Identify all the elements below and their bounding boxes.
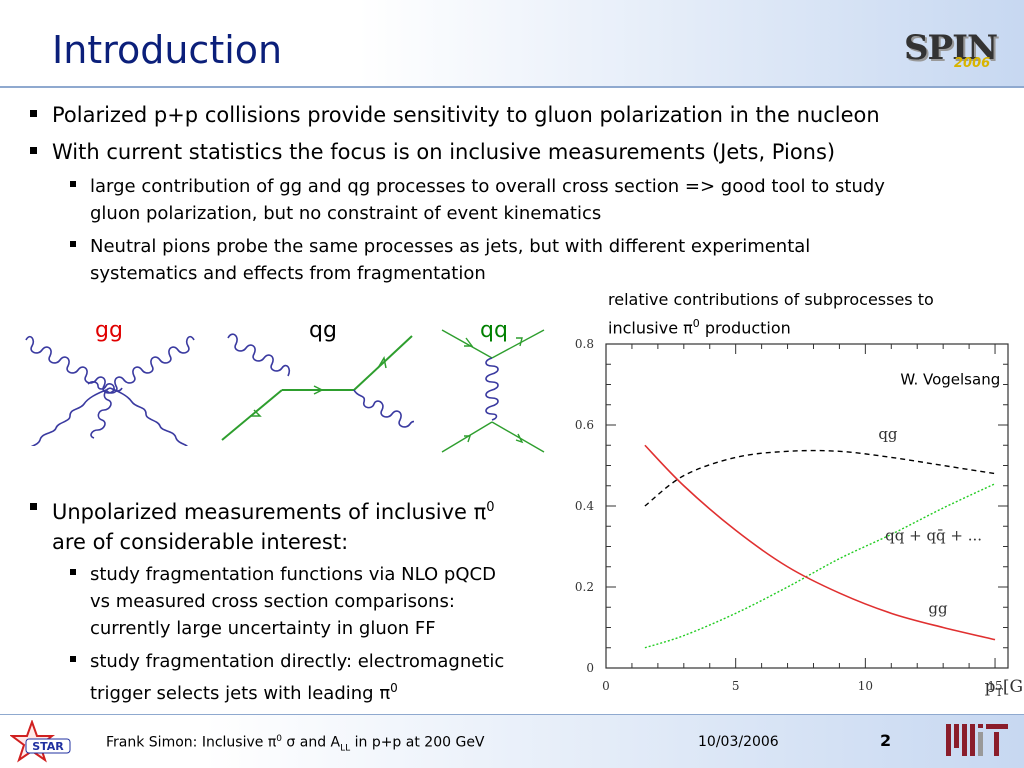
series-line-gg xyxy=(644,444,996,641)
x-axis-label-sub: T xyxy=(996,686,1004,699)
plot-frame xyxy=(605,343,1009,669)
mit-logo xyxy=(946,724,1008,756)
title-divider xyxy=(0,86,1024,88)
bullet-text: Unpolarized measurements of inclusive π xyxy=(52,500,487,524)
sub-bullet-line: gluon polarization, but no constraint of… xyxy=(90,203,602,224)
y-tick-label: 0.8 xyxy=(575,337,594,351)
footer-date: 10/03/2006 xyxy=(698,734,779,750)
footer-text: in p+p at 200 GeV xyxy=(350,734,485,751)
series-label-qq: qq + qq̄ + ... xyxy=(885,526,982,544)
y-tick-label: 0.6 xyxy=(575,418,594,432)
sub-bullet-line: systematics and effects from fragmentati… xyxy=(90,263,486,284)
logo-spin-text: SPIN xyxy=(904,28,998,68)
pi-superscript: 0 xyxy=(276,734,282,744)
x-axis-label-p: p xyxy=(985,677,996,697)
footer-text: σ and A xyxy=(281,734,341,751)
bullet-square-icon xyxy=(70,181,76,187)
chart-caption: relative contributions of subprocesses t… xyxy=(608,288,988,340)
qq-feynman-diagram xyxy=(441,329,545,453)
caption-line: relative contributions of subprocesses t… xyxy=(608,290,934,309)
sub-bullet-line: large contribution of gg and qg processe… xyxy=(90,176,885,197)
bullet-text-line: Unpolarized measurements of inclusive π0 xyxy=(52,494,495,526)
sub-bullet-item: Neutral pions probe the same processes a… xyxy=(70,233,810,287)
series-lines xyxy=(644,444,996,649)
qg-feynman-diagram xyxy=(221,333,414,441)
footer-divider xyxy=(0,714,1024,715)
x-tick-label: 0 xyxy=(602,679,610,693)
page-number: 2 xyxy=(880,731,892,750)
sub-bullet-line: study fragmentation directly: electromag… xyxy=(90,651,505,672)
slide-title: Introduction xyxy=(52,28,283,72)
gg-diagram-label: gg xyxy=(95,318,123,343)
sub-bullet-item: study fragmentation functions via NLO pQ… xyxy=(70,561,496,642)
sub-bullet-line: currently large uncertainty in gluon FF xyxy=(90,618,436,639)
x-tick-label: 10 xyxy=(858,679,873,693)
all-subscript: LL xyxy=(340,743,351,754)
chart-annotation: W. Vogelsang xyxy=(900,371,1000,389)
bullet-square-icon xyxy=(70,569,76,575)
sub-bullet-item: study fragmentation directly: electromag… xyxy=(70,648,504,707)
bullet-square-icon xyxy=(30,110,37,117)
quark-lines xyxy=(221,335,413,441)
series-label-qg: qg xyxy=(878,425,898,443)
footer-text: Frank Simon: Inclusive π xyxy=(106,734,277,751)
star-logo-text: STAR xyxy=(32,740,64,753)
gluon-propagator xyxy=(485,357,499,421)
subprocess-fraction-chart: 0 0.2 0.4 0.6 0.8 0 5 10 15 W. Vogelsang qg qq +… xyxy=(575,337,1024,699)
bullet-square-icon xyxy=(70,241,76,247)
caption-text: production xyxy=(699,318,791,338)
caption-text: inclusive π xyxy=(608,318,693,338)
x-tick-label: 15 xyxy=(987,679,1002,693)
bullet-square-icon xyxy=(70,656,76,662)
x-axis-label-unit: [GeV] xyxy=(1003,677,1024,697)
qg-diagram-label: qg xyxy=(309,318,337,343)
sub-bullet-line: Neutral pions probe the same processes a… xyxy=(90,236,811,257)
bullet-square-icon xyxy=(30,147,37,154)
series-line-qq xyxy=(644,483,996,649)
bullet-text-line: are of considerable interest: xyxy=(52,530,349,554)
star-experiment-logo: STAR xyxy=(10,720,71,763)
qq-diagram-label: qq xyxy=(480,318,508,343)
sub-bullet-item: large contribution of gg and qg processe… xyxy=(70,173,885,227)
logo-year-text: 2006 xyxy=(954,56,991,71)
x-tick-label: 5 xyxy=(732,679,740,693)
bullet-item: Polarized p+p collisions provide sensiti… xyxy=(30,101,880,129)
pi-superscript: 0 xyxy=(486,500,495,515)
series-line-qg xyxy=(644,449,996,507)
bullet-item: With current statistics the focus is on … xyxy=(30,138,835,166)
caption-line: inclusive π0 production xyxy=(608,312,988,340)
y-tick-label: 0 xyxy=(586,661,594,675)
sub-bullet-line: study fragmentation functions via NLO pQ… xyxy=(90,564,496,585)
sub-bullet-text: trigger selects jets with leading π xyxy=(90,683,391,704)
sub-bullet-line: trigger selects jets with leading π0 xyxy=(90,675,504,707)
x-axis-label: pT[GeV] xyxy=(985,677,1024,699)
gg-feynman-diagram xyxy=(25,335,195,446)
quark-lines xyxy=(441,329,545,453)
gluon-lines xyxy=(227,333,414,428)
pi-superscript: 0 xyxy=(390,681,398,695)
axis-ticks: 0 0.2 0.4 0.6 0.8 0 5 10 15 xyxy=(575,337,1008,693)
bullet-square-icon xyxy=(30,503,37,510)
sub-bullet-line: vs measured cross section comparisons: xyxy=(90,591,455,612)
title-bar xyxy=(0,0,1024,86)
footer-bar xyxy=(0,715,1024,768)
y-tick-label: 0.2 xyxy=(575,580,594,594)
spin-2006-logo: SPIN 2006 xyxy=(904,28,1010,76)
gluon-lines xyxy=(25,335,195,446)
series-label-gg: gg xyxy=(928,599,948,617)
y-tick-label: 0.4 xyxy=(575,499,594,513)
bullet-text: With current statistics the focus is on … xyxy=(52,140,836,164)
footer-talk-title: Frank Simon: Inclusive π0 σ and ALL in p… xyxy=(106,734,485,753)
bullet-text: Polarized p+p collisions provide sensiti… xyxy=(52,103,880,127)
bullet-item: Unpolarized measurements of inclusive π0… xyxy=(30,494,495,556)
pi-superscript: 0 xyxy=(692,317,700,330)
